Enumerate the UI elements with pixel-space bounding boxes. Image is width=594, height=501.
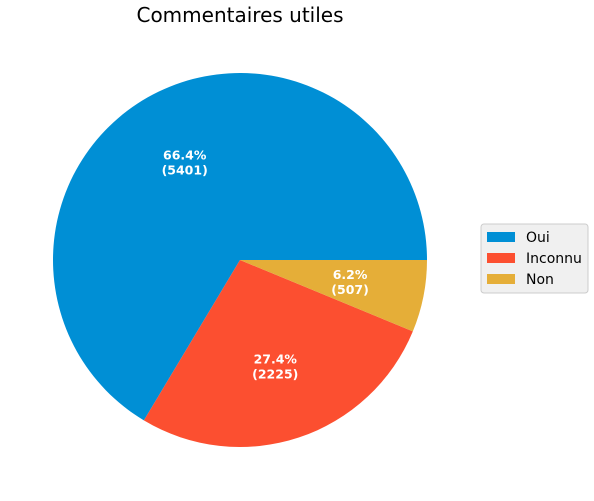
slice-count-inconnu: (2225): [252, 367, 298, 382]
slice-percent-non: 6.2%: [333, 267, 368, 282]
legend-swatch-inconnu: [487, 253, 515, 263]
slice-percent-oui: 66.4%: [163, 147, 207, 162]
slice-label-oui: 66.4% (5401): [162, 147, 208, 177]
slice-count-non: (507): [331, 282, 369, 297]
pie-slices: [53, 73, 427, 447]
slice-percent-inconnu: 27.4%: [254, 352, 298, 367]
legend: Oui Inconnu Non: [481, 224, 588, 293]
legend-label-non: Non: [526, 272, 554, 288]
slice-label-non: 6.2% (507): [331, 267, 369, 297]
slice-label-inconnu: 27.4% (2225): [252, 352, 298, 382]
legend-swatch-oui: [487, 232, 515, 242]
legend-label-inconnu: Inconnu: [526, 251, 582, 267]
chart-title: Commentaires utiles: [136, 3, 343, 27]
legend-swatch-non: [487, 274, 515, 284]
slice-count-oui: (5401): [162, 162, 208, 177]
legend-label-oui: Oui: [526, 230, 550, 246]
